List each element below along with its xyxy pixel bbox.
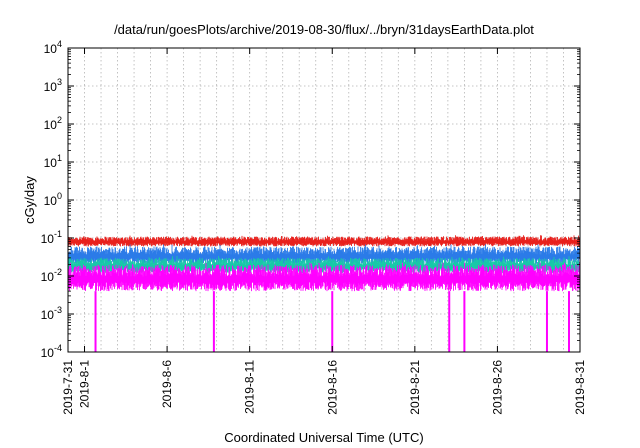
series-layer — [67, 235, 581, 352]
x-axis: 2019-7-31 2019-8-1 2019-8-6 2019-8-11 2019-8… — [61, 48, 587, 415]
x-axis-label: Coordinated Universal Time (UTC) — [224, 430, 423, 445]
x-tick-label: 2019-8-21 — [408, 360, 422, 415]
y-tick-label: 10-2 — [41, 267, 62, 284]
x-tick-label: 2019-8-1 — [78, 360, 92, 408]
y-tick-label: 10-1 — [41, 229, 62, 246]
chart-title: /data/run/goesPlots/archive/2019-08-30/f… — [114, 22, 534, 37]
x-tick-label: 2019-8-11 — [243, 360, 257, 414]
y-tick-label: 101 — [44, 153, 62, 170]
grid — [68, 48, 580, 352]
y-tick-label: 102 — [44, 115, 62, 132]
y-tick-label: 10-3 — [41, 305, 62, 322]
y-tick-label: 100 — [44, 191, 62, 208]
y-tick-label: 104 — [44, 39, 62, 56]
x-tick-label: 2019-8-26 — [490, 360, 504, 415]
y-axis: 10-4 10-3 10-2 10-1 100 101 102 103 104 — [41, 39, 580, 360]
series-line — [67, 235, 581, 247]
y-tick-label: 103 — [44, 77, 62, 94]
y-tick-label: 10-4 — [41, 343, 62, 360]
y-axis-label: cGy/day — [22, 176, 37, 224]
data-series-1 — [67, 235, 581, 247]
x-tick-label: 2019-8-6 — [160, 360, 174, 408]
x-tick-label: 2019-8-31 — [573, 360, 587, 415]
dropout-spikes — [94, 291, 570, 352]
x-tick-label: 2019-8-16 — [325, 360, 339, 415]
x-tick-label: 2019-7-31 — [61, 360, 75, 415]
